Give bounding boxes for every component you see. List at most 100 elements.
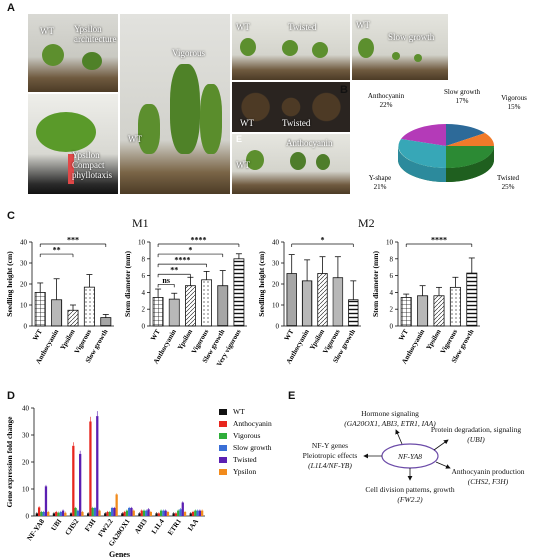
photo-label: Twisted: [282, 118, 311, 128]
sig-label: ****: [174, 256, 190, 265]
bar: [72, 445, 75, 516]
y-tick-label: 8: [142, 255, 146, 263]
bar: [64, 512, 67, 516]
bar: [74, 507, 77, 516]
legend-swatch: [219, 409, 227, 415]
arrow-to-anthocyanin: [435, 461, 451, 469]
photo-twisted-row: WT Twisted: [232, 14, 350, 80]
legend-label: Slow growth: [233, 443, 272, 452]
bar: [147, 509, 150, 516]
y-tick-label: 40: [22, 405, 30, 413]
bar: [96, 416, 99, 516]
bar: [61, 510, 65, 516]
bar: [168, 298, 180, 327]
bar: [42, 511, 45, 516]
x-tick-label: CHS2: [64, 517, 81, 537]
y-axis-label: Gene expression fold change: [5, 416, 14, 508]
bar: [57, 512, 60, 516]
pie-chart: Anthocyanin 22% Slow growth 17% Vigorous…: [368, 88, 527, 191]
panel-label-a: A: [7, 2, 15, 14]
photo-twisted-top: WT Twisted: [232, 82, 350, 132]
pie-slice-twisted: [446, 146, 494, 168]
panel-label-c: C: [7, 210, 15, 222]
sig-label: ****: [191, 236, 207, 245]
bar: [191, 511, 195, 516]
photo-label: WT: [236, 160, 250, 170]
subtitle-m1: M1: [132, 216, 149, 230]
photo-label: phyllotaxis: [72, 170, 112, 180]
y-tick-label: 20: [22, 459, 30, 467]
hormone-genes: (GA20OX1, ABI3, ETR1, IAA): [344, 419, 436, 428]
pie-slice-slow-growth: [446, 123, 485, 146]
bar: [93, 507, 97, 516]
pie-label-vigorous-pct: 15%: [508, 103, 521, 111]
sig-label: ***: [67, 236, 79, 245]
legend-label: Ypsilon: [233, 467, 256, 476]
bar: [301, 280, 313, 327]
bar: [348, 299, 359, 327]
photo-anthocyanin: WT Anthocyanin: [232, 134, 350, 194]
cell-division-title: Cell division patterns, growth: [365, 485, 454, 494]
bar: [87, 513, 90, 516]
bar: [201, 279, 212, 327]
photo-label: Vigorous: [172, 48, 205, 58]
photo-label: Twisted: [288, 22, 317, 32]
y-tick-label: 0: [26, 513, 30, 521]
bar: [185, 285, 196, 327]
y-tick-label: 20: [20, 281, 28, 289]
bar: [217, 285, 229, 327]
y-tick-label: 20: [272, 281, 280, 289]
chart-gene-expression: 0 10 20 30 40 Gene expression fold change Gene…: [5, 405, 272, 560]
pie-label-anthocyanin-pct: 22%: [380, 101, 393, 109]
nfy-line1: NF-Y genes: [312, 441, 348, 450]
y-tick-label: 4: [142, 289, 146, 297]
bar: [128, 507, 131, 516]
x-tick-label: WT: [283, 328, 296, 342]
y-tick-label: 6: [142, 272, 146, 280]
bar: [106, 511, 109, 516]
y-axis-label: Stem diameter (mm): [371, 250, 380, 317]
anthocyanin-genes: (CHS2, F3H): [468, 477, 509, 486]
x-axis-label: Genes: [109, 550, 130, 559]
bar: [172, 513, 175, 516]
legend-swatch: [219, 421, 227, 427]
x-tick-label: WT: [397, 328, 410, 342]
anthocyanin-title: Anthocyanin production: [451, 467, 524, 476]
bar: [79, 453, 82, 516]
pie-slice-vigorous: [446, 133, 495, 146]
bar: [125, 510, 129, 516]
y-tick-label: 40: [272, 239, 280, 247]
legend-swatch: [219, 469, 227, 475]
bar: [55, 511, 58, 516]
legend-label: Anthocyanin: [233, 419, 272, 428]
bar: [108, 511, 111, 516]
bar: [132, 510, 135, 516]
photo-label: WT: [356, 20, 370, 30]
bar: [233, 258, 245, 327]
pie-label-slow-growth-pct: 17%: [456, 97, 469, 105]
bar: [115, 494, 118, 516]
y-tick-label: 40: [20, 239, 28, 247]
y-axis-label: Seedling height (cm): [257, 251, 266, 317]
bar: [164, 510, 167, 516]
pie-label-twisted-pct: 25%: [502, 183, 515, 191]
interaction-diagram: Hormone signaling (GA20OX1, ABI3, ETR1, …: [303, 409, 525, 504]
bar: [76, 510, 80, 516]
x-tick-label: L1L4: [150, 517, 166, 535]
bar: [59, 511, 62, 516]
bar: [286, 273, 297, 327]
bar: [138, 513, 141, 516]
bar: [317, 273, 328, 327]
bar: [196, 510, 199, 516]
bar: [433, 295, 445, 327]
photo-label: Ypsilon: [72, 150, 100, 160]
legend-label: WT: [233, 407, 245, 416]
bar: [179, 509, 182, 516]
x-tick-label: UBI: [50, 517, 64, 532]
x-tick-label: ABI3: [133, 517, 149, 535]
bar: [417, 295, 429, 327]
bar: [81, 511, 84, 516]
y-tick-label: 10: [138, 239, 146, 247]
bar: [67, 309, 79, 327]
